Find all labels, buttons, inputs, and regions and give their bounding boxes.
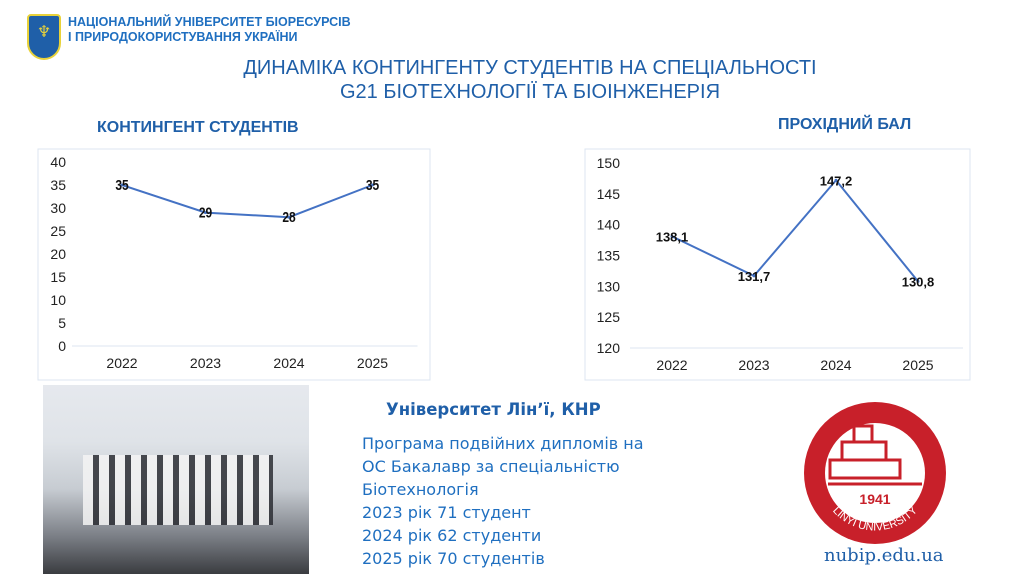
data-point [834,178,838,182]
logo-year: 1941 [859,491,890,507]
data-point [204,211,207,215]
university-name: НАЦІОНАЛЬНИЙ УНІВЕРСИТЕТ БІОРЕСУРСІВ І ПР… [68,15,351,45]
chart2-frame [584,148,971,381]
x-tick-label: 2022 [656,357,687,373]
data-label: 131,7 [738,269,771,284]
university-line1: НАЦІОНАЛЬНИЙ УНІВЕРСИТЕТ БІОРЕСУРСІВ [68,15,351,29]
x-tick-label: 2024 [820,357,851,373]
y-tick-label: 135 [597,248,621,264]
title-line2: G21 БІОТЕХНОЛОГІЇ ТА БІОІНЖЕНЕРІЯ [339,81,721,103]
info-line: 2024 рік 62 студенти [362,526,542,545]
y-tick-label: 130 [597,278,621,294]
y-tick-label: 10 [50,292,66,308]
series-line [671,178,919,283]
data-label: 138,1 [656,229,689,244]
linyi-university-logo: 1941 LINYI UNIVERSITY [804,402,946,544]
info-line: 2023 рік 71 студент [362,503,531,522]
title-line1: ДИНАМІКА КОНТИНГЕНТУ СТУДЕНТІВ НА СПЕЦІА… [243,57,817,79]
x-tick-label: 2023 [190,355,221,371]
data-label: 147,2 [820,173,853,188]
y-tick-label: 145 [597,186,621,202]
y-tick-label: 40 [50,154,66,170]
y-tick-label: 120 [597,340,621,356]
page-title: ДИНАМІКА КОНТИНГЕНТУ СТУДЕНТІВ НА СПЕЦІА… [150,56,910,104]
y-tick-label: 125 [597,309,621,325]
partner-heading: Університет Лінʼї, КНР [386,400,601,419]
data-point [120,183,124,187]
data-point [916,279,920,283]
y-tick-label: 25 [50,223,66,239]
data-label: 35 [115,177,129,194]
y-tick-label: 30 [50,200,66,216]
info-line: 2025 рік 70 студентів [362,549,545,568]
y-tick-label: 150 [597,155,621,171]
info-line: Біотехнологія [362,480,479,499]
university-line2: І ПРИРОДОКОРИСТУВАННЯ УКРАЇНИ [68,30,298,44]
x-tick-label: 2023 [738,357,769,373]
nubip-logo: ♆ [27,14,61,60]
y-tick-label: 35 [50,177,66,193]
chart2-title: ПРОХІДНИЙ БАЛ [778,116,912,133]
data-point [287,215,291,219]
data-label: 28 [282,209,296,226]
group-photo [43,385,309,574]
data-point [670,234,674,238]
x-tick-label: 2022 [106,355,137,371]
data-label: 35 [366,177,380,194]
y-tick-label: 20 [50,246,66,262]
x-tick-label: 2024 [273,355,304,371]
info-line: ОС Бакалавр за спеціальністю [362,457,620,476]
partner-info: Програма подвійних дипломів на ОС Бакала… [362,432,644,570]
series-line [121,184,373,219]
y-tick-label: 15 [50,269,66,285]
chart1-frame [37,148,431,381]
y-tick-label: 140 [597,217,621,233]
data-point [371,183,374,187]
data-label: 130,8 [902,274,935,289]
y-tick-label: 0 [58,338,66,354]
x-tick-label: 2025 [902,357,933,373]
y-tick-label: 5 [58,315,66,331]
chart1-title: КОНТИНГЕНТ СТУДЕНТIВ [97,119,299,136]
info-line: Програма подвійних дипломів на [362,434,644,453]
data-label: 29 [199,204,213,221]
x-tick-label: 2025 [357,355,388,371]
data-point [752,274,756,278]
website-link[interactable]: nubip.edu.ua [824,545,944,566]
